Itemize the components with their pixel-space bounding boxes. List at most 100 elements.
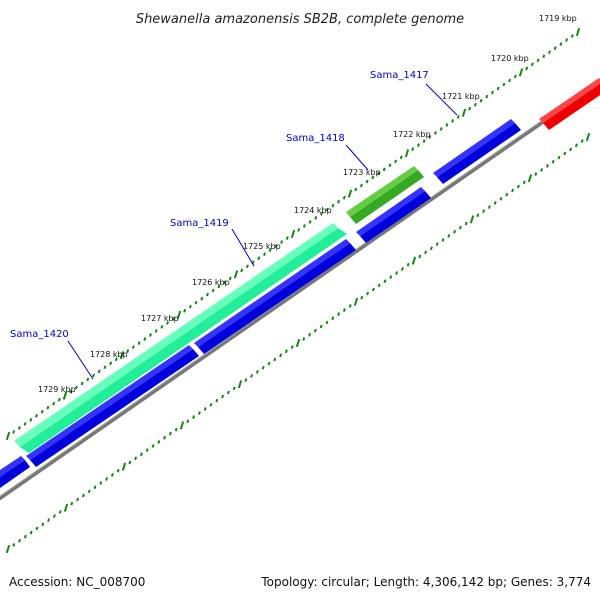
minor-tick bbox=[58, 510, 62, 514]
gene-sama-1419[interactable] bbox=[14, 223, 347, 453]
minor-tick bbox=[137, 341, 141, 345]
minor-tick bbox=[215, 398, 219, 403]
minor-tick bbox=[47, 518, 51, 523]
minor-tick bbox=[81, 493, 85, 498]
minor-tick bbox=[314, 215, 318, 220]
minor-tick bbox=[536, 58, 540, 63]
minor-tick bbox=[360, 295, 364, 300]
minor-tick bbox=[302, 224, 306, 228]
minor-tick bbox=[145, 448, 149, 452]
minor-tick bbox=[160, 325, 164, 329]
minor-tick bbox=[41, 522, 45, 527]
minor-tick bbox=[69, 389, 73, 394]
minor-tick bbox=[134, 456, 138, 461]
gene-sama-1420[interactable] bbox=[26, 345, 199, 467]
genome-backbone bbox=[0, 79, 600, 501]
gene-red-feature[interactable] bbox=[539, 78, 600, 130]
minor-tick bbox=[418, 254, 422, 259]
tick-label: 1729 kbp bbox=[38, 385, 76, 394]
minor-tick bbox=[279, 353, 283, 358]
gene-label-sama-1418[interactable]: Sama_1418 bbox=[286, 133, 345, 144]
gene-sama-1418[interactable] bbox=[346, 166, 424, 224]
minor-tick bbox=[337, 312, 341, 317]
accession-text: Accession: NC_008700 bbox=[9, 575, 145, 589]
minor-tick bbox=[157, 440, 161, 444]
minor-tick bbox=[93, 485, 97, 490]
minor-tick bbox=[226, 390, 230, 395]
minor-tick bbox=[308, 332, 312, 337]
minor-tick bbox=[221, 394, 225, 399]
genome-summary-text: Topology: circular; Length: 4,306,142 bp… bbox=[260, 575, 591, 589]
minor-tick bbox=[441, 238, 445, 242]
minor-tick bbox=[35, 413, 38, 418]
tick-label: 1721 kbp bbox=[442, 92, 480, 101]
minor-tick bbox=[126, 349, 130, 354]
minor-tick bbox=[114, 357, 118, 362]
minor-tick bbox=[453, 229, 457, 234]
major-tick bbox=[5, 544, 11, 554]
minor-tick bbox=[46, 405, 50, 410]
major-tick bbox=[179, 421, 185, 430]
gene-sama-1417[interactable] bbox=[433, 119, 521, 184]
major-tick bbox=[5, 431, 11, 441]
gene-label-sama-1420[interactable]: Sama_1420 bbox=[10, 329, 69, 340]
minor-tick bbox=[52, 514, 56, 518]
minor-tick bbox=[149, 333, 152, 337]
minor-tick bbox=[479, 98, 483, 103]
minor-tick bbox=[406, 262, 410, 267]
tick-label: 1723 kbp bbox=[343, 168, 381, 177]
map-title: Shewanella amazonensis SB2B, complete ge… bbox=[136, 12, 464, 27]
major-tick bbox=[237, 380, 243, 389]
major-tick bbox=[233, 270, 239, 279]
minor-tick bbox=[17, 426, 21, 430]
major-tick bbox=[119, 351, 125, 360]
minor-tick bbox=[99, 481, 103, 485]
minor-tick bbox=[534, 172, 538, 176]
minor-tick bbox=[530, 62, 534, 67]
gene-sama-1418-neighbor[interactable] bbox=[356, 187, 431, 243]
minor-tick bbox=[400, 266, 404, 271]
minor-tick bbox=[540, 168, 544, 172]
minor-tick bbox=[116, 468, 120, 473]
minor-tick bbox=[411, 147, 415, 152]
minor-tick bbox=[203, 407, 207, 411]
minor-tick bbox=[250, 374, 254, 378]
minor-tick bbox=[557, 155, 561, 160]
minor-tick bbox=[257, 256, 261, 261]
minor-tick bbox=[493, 201, 497, 205]
minor-tick bbox=[228, 276, 232, 281]
minor-tick bbox=[188, 304, 192, 309]
gene-label-sama-1419[interactable]: Sama_1419 bbox=[170, 218, 229, 229]
major-tick bbox=[469, 215, 475, 224]
tick-label: 1726 kbp bbox=[192, 278, 230, 287]
minor-tick bbox=[382, 167, 386, 172]
minor-tick bbox=[57, 397, 61, 402]
minor-tick bbox=[261, 365, 265, 370]
minor-tick bbox=[377, 171, 380, 176]
minor-tick bbox=[52, 401, 56, 406]
minor-tick bbox=[476, 213, 480, 218]
minor-tick bbox=[151, 444, 155, 448]
gene-sama-1419-neighbor[interactable] bbox=[194, 239, 356, 354]
gene-partial-left[interactable] bbox=[0, 456, 30, 488]
minor-tick bbox=[516, 184, 520, 189]
minor-tick bbox=[240, 268, 244, 273]
minor-tick bbox=[320, 211, 323, 216]
minor-tick bbox=[511, 188, 515, 193]
minor-tick bbox=[371, 287, 375, 292]
gene-label-sama-1417[interactable]: Sama_1417 bbox=[370, 70, 429, 81]
minor-tick bbox=[429, 246, 433, 251]
minor-tick bbox=[206, 292, 209, 297]
minor-tick bbox=[209, 402, 213, 407]
minor-tick bbox=[245, 264, 249, 269]
tick-label: 1728 kbp bbox=[90, 350, 128, 359]
minor-tick bbox=[197, 411, 201, 415]
tick-labels: 1719 kbp 1720 kbp 1721 kbp 1722 kbp 1723… bbox=[38, 14, 577, 394]
minor-tick bbox=[18, 538, 22, 543]
minor-tick bbox=[348, 304, 352, 308]
minor-tick bbox=[505, 192, 509, 197]
minor-tick bbox=[342, 195, 346, 200]
minor-tick bbox=[244, 378, 248, 382]
minor-tick bbox=[297, 228, 301, 232]
